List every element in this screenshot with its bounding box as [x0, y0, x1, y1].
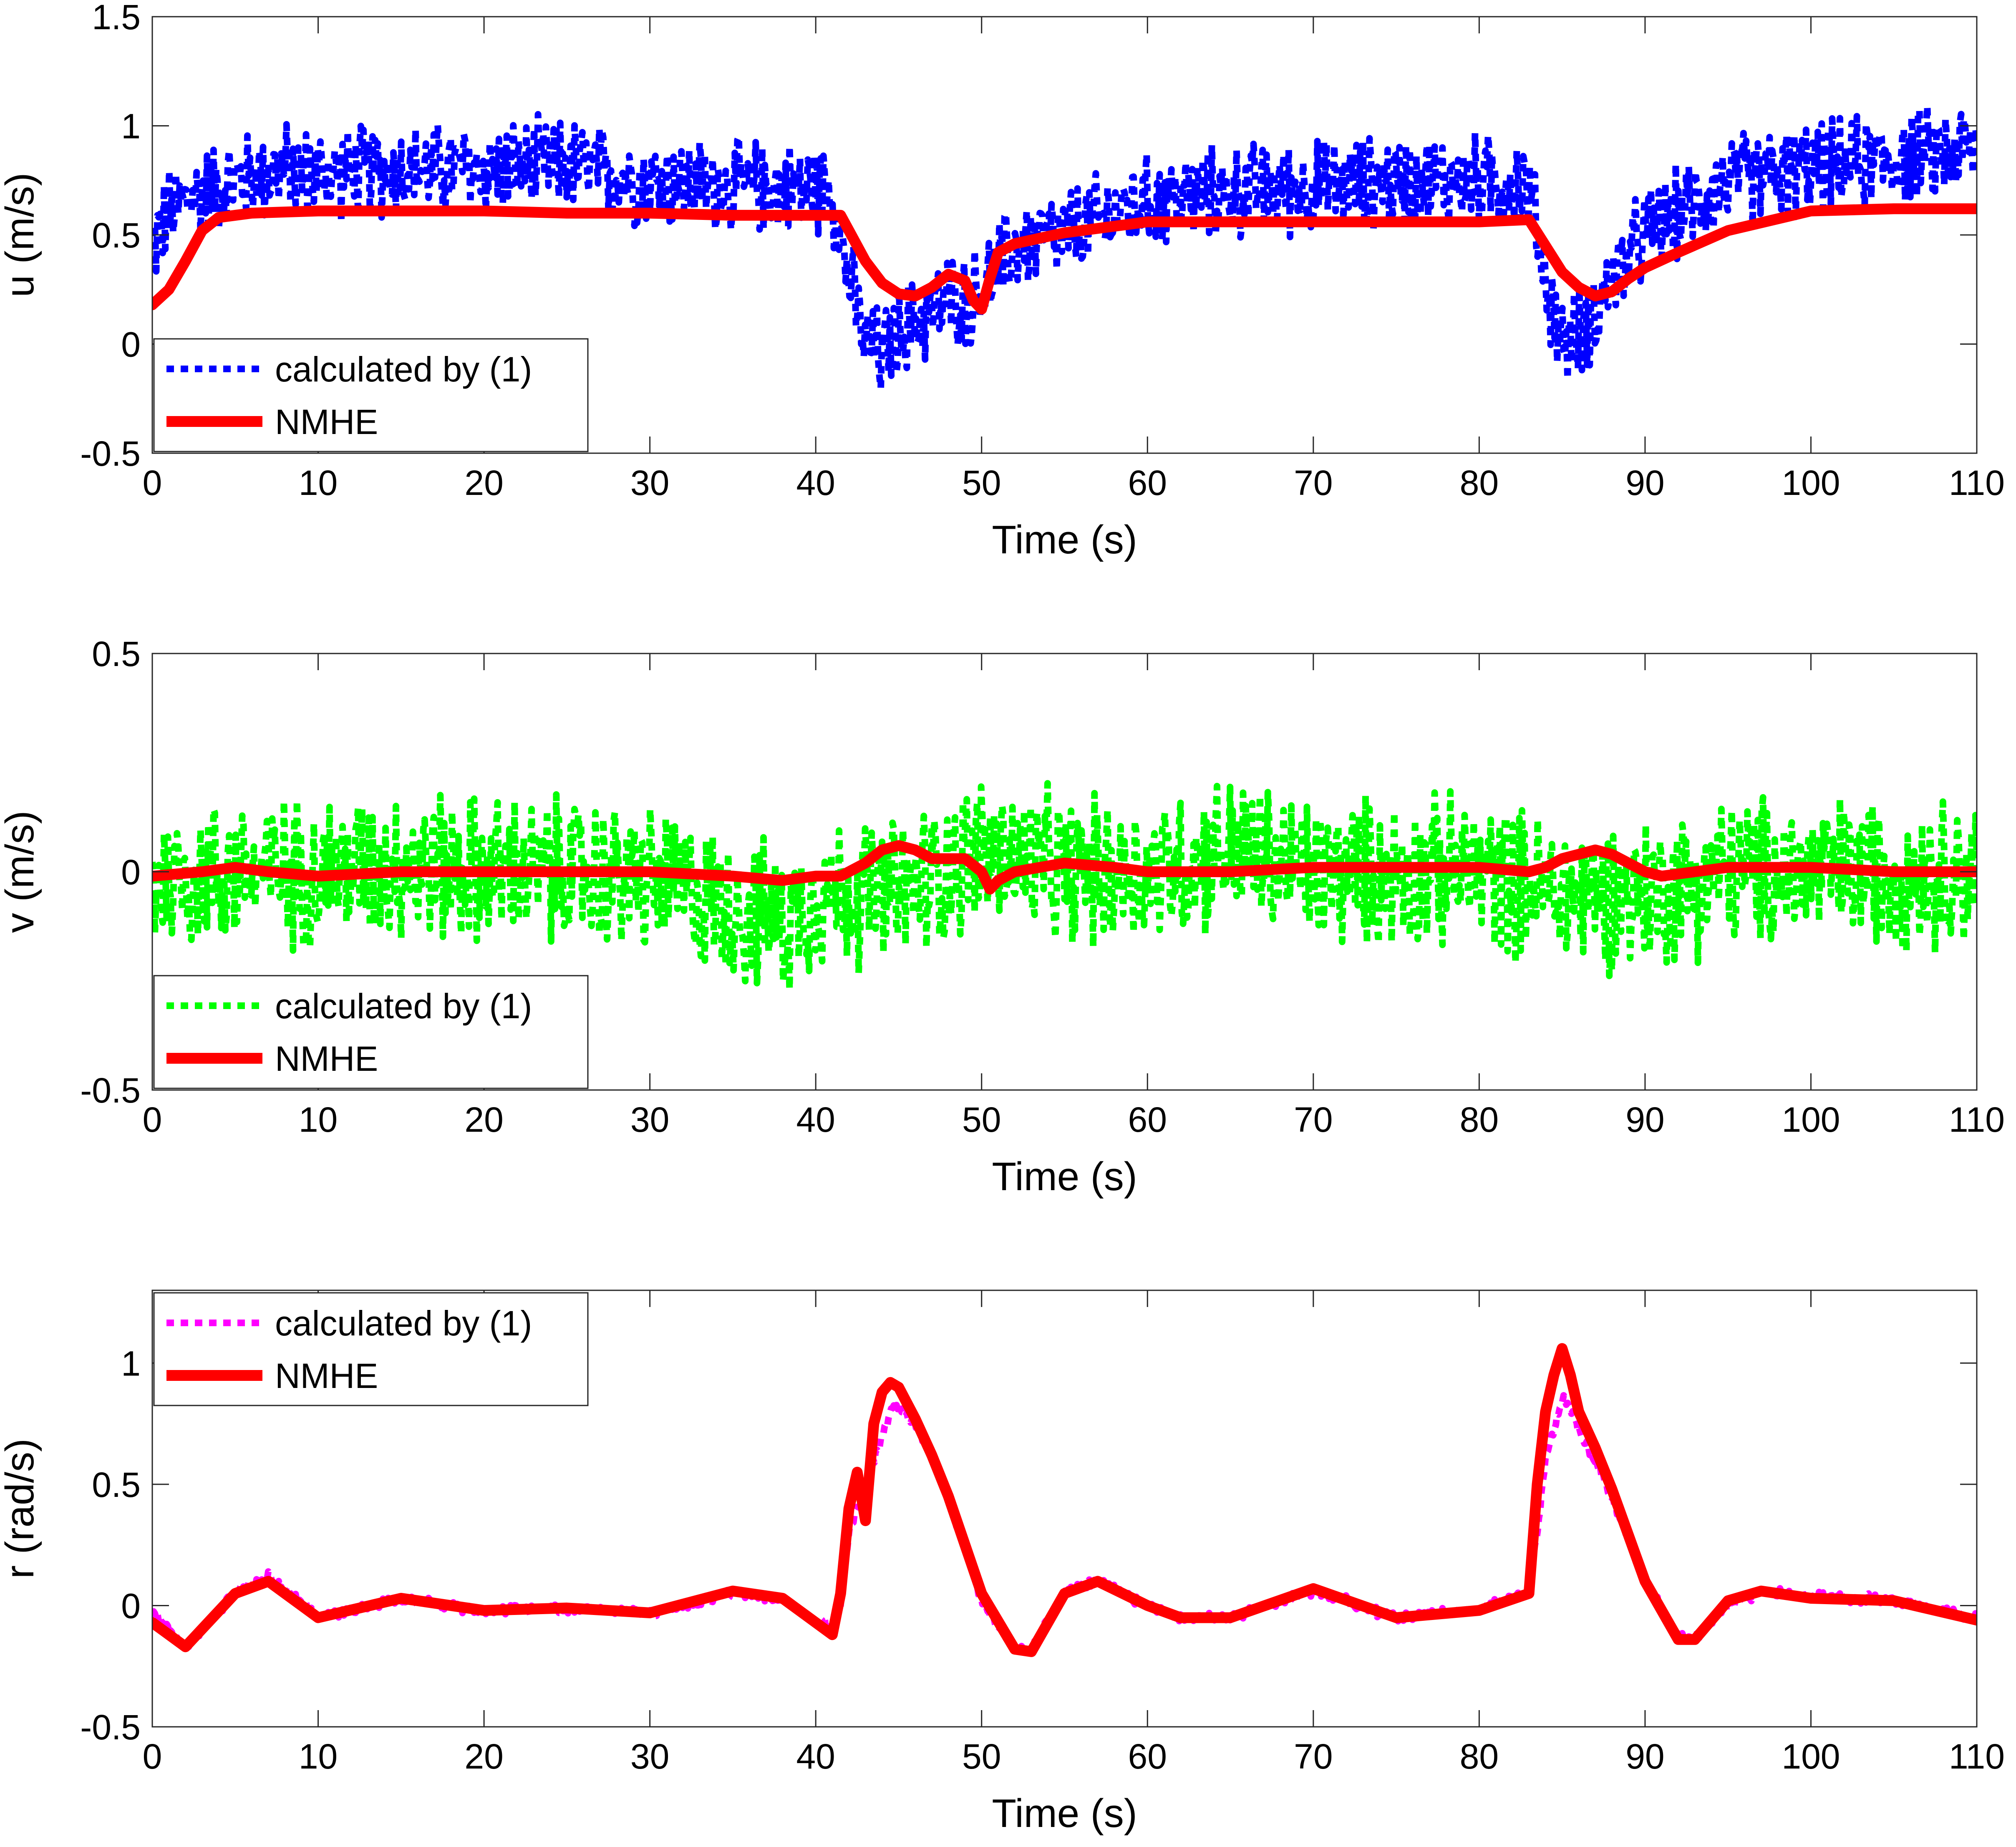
y-axis-label: u (m/s) [0, 173, 42, 298]
x-tick-label: 10 [299, 1737, 338, 1776]
x-tick-label: 80 [1460, 1100, 1499, 1139]
legend: calculated by (1) NMHE [153, 338, 589, 452]
series-v-nmhe [152, 840, 1977, 895]
x-tick-label: 20 [464, 1100, 503, 1139]
legend: calculated by (1) NMHE [153, 975, 589, 1089]
x-tick-label: 110 [1949, 1737, 2005, 1776]
y-tick-label: -0.5 [80, 1708, 141, 1747]
legend-entry: NMHE [275, 1039, 378, 1078]
x-tick-label: 30 [630, 1100, 669, 1139]
x-tick-label: 70 [1294, 1737, 1333, 1776]
x-tick-label: 60 [1128, 1737, 1167, 1776]
legend-entry: NMHE [275, 402, 378, 442]
x-tick-label: 80 [1460, 463, 1499, 502]
y-tick-label: 0.5 [92, 216, 141, 255]
x-tick-label: 0 [143, 463, 162, 502]
series-v-calculated [152, 780, 1977, 993]
panel-u: 0 10 20 30 40 50 60 70 80 90 100 110-0.500.511.5Tim… [0, 0, 2005, 562]
x-tick-label: 30 [630, 1737, 669, 1776]
x-tick-label: 0 [143, 1737, 162, 1776]
legend: calculated by (1) NMHE [153, 1292, 589, 1406]
x-axis-label: Time (s) [992, 1154, 1137, 1199]
y-tick-label: 0 [121, 325, 141, 364]
y-tick-label: 0.5 [92, 1465, 141, 1504]
legend-entry: calculated by (1) [275, 1304, 532, 1343]
x-tick-label: 90 [1625, 1737, 1664, 1776]
legend-entry: NMHE [275, 1356, 378, 1395]
x-tick-label: 10 [299, 1100, 338, 1139]
y-tick-label: 1.5 [92, 0, 141, 37]
x-tick-label: 40 [796, 463, 835, 502]
x-tick-label: 100 [1782, 1100, 1840, 1139]
series-r-nmhe [152, 1343, 1977, 1657]
x-tick-label: 60 [1128, 1100, 1167, 1139]
x-tick-label: 40 [796, 1100, 835, 1139]
y-tick-label: -0.5 [80, 1071, 141, 1110]
x-tick-label: 50 [962, 1100, 1001, 1139]
x-tick-label: 40 [796, 1737, 835, 1776]
y-tick-label: 0 [121, 1586, 141, 1625]
series-u-nmhe [152, 203, 1977, 315]
x-tick-label: 80 [1460, 1737, 1499, 1776]
x-tick-label: 0 [143, 1100, 162, 1139]
y-tick-label: -0.5 [80, 434, 141, 473]
x-tick-label: 20 [464, 1737, 503, 1776]
legend-entry: calculated by (1) [275, 987, 532, 1026]
x-tick-label: 20 [464, 463, 503, 502]
x-tick-label: 30 [630, 463, 669, 502]
series-u-calculated [152, 103, 1977, 391]
series-r-calculated [152, 1392, 1977, 1654]
x-tick-label: 110 [1949, 1100, 2005, 1139]
x-tick-label: 100 [1782, 1737, 1840, 1776]
legend-entry: calculated by (1) [275, 350, 532, 389]
y-tick-label: 0.5 [92, 634, 141, 674]
x-tick-label: 90 [1625, 463, 1664, 502]
x-tick-label: 60 [1128, 463, 1167, 502]
y-axis-label: r (rad/s) [0, 1438, 42, 1579]
x-axis-label: Time (s) [992, 517, 1137, 562]
x-axis-label: Time (s) [992, 1791, 1137, 1836]
x-tick-label: 50 [962, 1737, 1001, 1776]
y-axis-label: v (m/s) [0, 810, 42, 933]
x-tick-label: 90 [1625, 1100, 1664, 1139]
x-tick-label: 70 [1294, 1100, 1333, 1139]
y-tick-label: 1 [121, 107, 141, 146]
x-tick-label: 70 [1294, 463, 1333, 502]
x-tick-label: 50 [962, 463, 1001, 502]
y-tick-label: 1 [121, 1344, 141, 1383]
x-tick-label: 100 [1782, 463, 1840, 502]
x-tick-label: 110 [1949, 463, 2005, 502]
axes-frame [151, 1289, 1978, 1728]
y-tick-label: 0 [121, 853, 141, 892]
x-tick-label: 10 [299, 463, 338, 502]
